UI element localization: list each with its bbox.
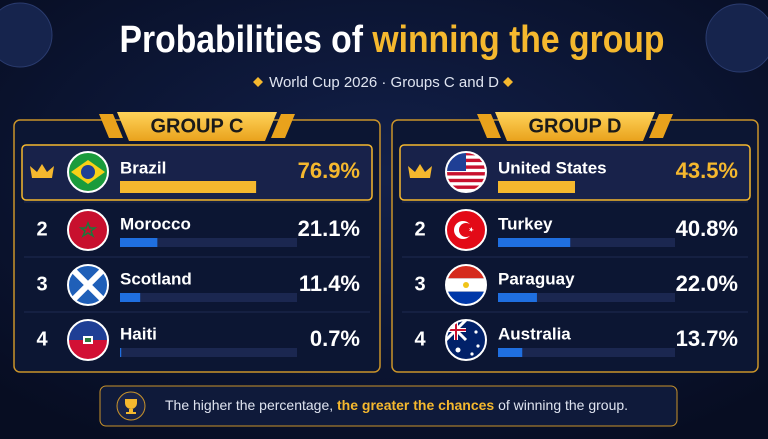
team-name: United States [498, 158, 607, 177]
flag-art [68, 210, 108, 250]
flag [445, 264, 487, 306]
team-name: Paraguay [498, 269, 575, 288]
value-label: 13.7% [676, 326, 738, 351]
value-label: 76.9% [298, 158, 360, 183]
flag [67, 264, 109, 306]
bar-track [120, 293, 297, 302]
bar [120, 181, 257, 193]
value-label: 0.7% [310, 326, 360, 351]
flag-art [68, 152, 108, 192]
group-tab [495, 112, 655, 141]
flag [445, 319, 487, 361]
diamond [253, 77, 263, 87]
team-name: Turkey [498, 214, 553, 233]
leader-highlight [21, 144, 373, 201]
title-highlight: winning the group [371, 19, 664, 61]
bar [120, 293, 141, 302]
bar [498, 348, 523, 357]
team-name: Scotland [120, 269, 192, 288]
bar [498, 238, 571, 247]
group-title: GROUP D [529, 115, 622, 137]
team-name: Brazil [120, 158, 166, 177]
flag [67, 151, 109, 193]
footer-box [99, 385, 678, 427]
flag [67, 319, 109, 361]
rank: 3 [36, 273, 47, 295]
rank: 4 [36, 328, 48, 350]
flag-art [68, 265, 108, 305]
team-name: Morocco [120, 214, 191, 233]
page-title: Probabilities of winning the group [120, 19, 665, 61]
ball-decoration [0, 2, 53, 68]
leader-highlight [399, 144, 751, 201]
value-label: 21.1% [298, 216, 360, 241]
bar-track [498, 293, 675, 302]
footer-start: The higher the percentage, [165, 397, 333, 413]
footer-end: of winning the group. [498, 397, 628, 413]
flag-border [67, 264, 109, 306]
diamond [503, 77, 513, 87]
flag-art [446, 152, 486, 192]
value-label: 40.8% [676, 216, 738, 241]
bar [120, 238, 158, 247]
crown-icon [30, 164, 54, 178]
tab-wing [477, 114, 501, 138]
flag-border [67, 209, 109, 251]
flag-border [67, 151, 109, 193]
crown-icon [408, 164, 432, 178]
panels: GROUP C Brazil 76.9% 2 Morocco 21.1% 3 Scotland… [13, 112, 759, 373]
flag-art [446, 210, 486, 250]
rank: 2 [414, 218, 425, 240]
rank: 4 [414, 328, 426, 350]
title-main: Probabilities of [120, 19, 364, 61]
bar [498, 293, 537, 302]
bar [498, 181, 575, 193]
flag-border [445, 319, 487, 361]
flag-border [67, 319, 109, 361]
team-name: Haiti [120, 324, 157, 343]
footer-text: The higher the percentage, the greater t… [165, 397, 628, 413]
group-tab [117, 112, 277, 141]
value-label: 11.4% [299, 271, 360, 296]
tab-wing [649, 114, 673, 138]
flag [445, 209, 487, 251]
value-label: 43.5% [676, 158, 738, 183]
tab-wing [99, 114, 123, 138]
bar-track [120, 348, 297, 357]
trophy-icon [116, 391, 146, 421]
bar-track [498, 238, 675, 247]
bar-track [120, 238, 297, 247]
group-title: GROUP C [151, 115, 244, 137]
rank: 3 [414, 273, 425, 295]
ball-decoration [705, 3, 768, 73]
team-name: Australia [498, 324, 571, 343]
subtitle: World Cup 2026 · Groups C and D [269, 74, 499, 91]
bar-track [498, 348, 675, 357]
flag-border [445, 151, 487, 193]
flag-border [445, 264, 487, 306]
flag [445, 151, 487, 193]
tab-wing [271, 114, 295, 138]
value-label: 22.0% [676, 271, 738, 296]
bar [120, 348, 122, 357]
flag-border [445, 209, 487, 251]
footer-highlight: the greater the chances [337, 397, 494, 413]
flag [67, 209, 109, 251]
rank: 2 [36, 218, 47, 240]
flag-art [68, 320, 108, 360]
